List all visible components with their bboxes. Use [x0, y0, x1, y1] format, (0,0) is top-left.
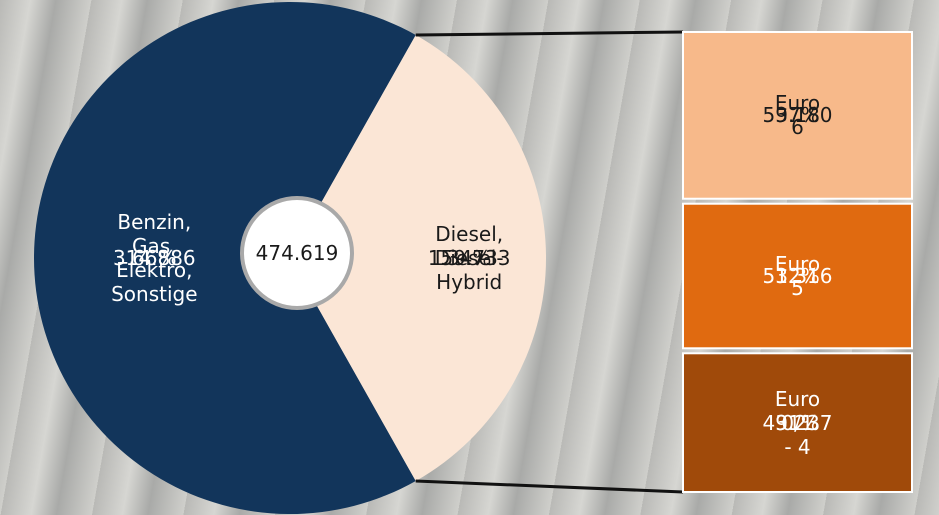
page: Benzin, Gas, Elektro, Sonstige314.88666%…	[0, 0, 939, 515]
slice-percent: 66%	[132, 246, 176, 270]
slice-percent: 34%	[447, 246, 491, 270]
bar-percent: 31%	[775, 411, 819, 435]
total-label: 474.619	[256, 241, 339, 265]
bar-percent: 37%	[775, 103, 819, 127]
connector-line	[416, 32, 683, 35]
bar-percent: 32%	[775, 264, 819, 288]
connector-line	[416, 481, 683, 492]
